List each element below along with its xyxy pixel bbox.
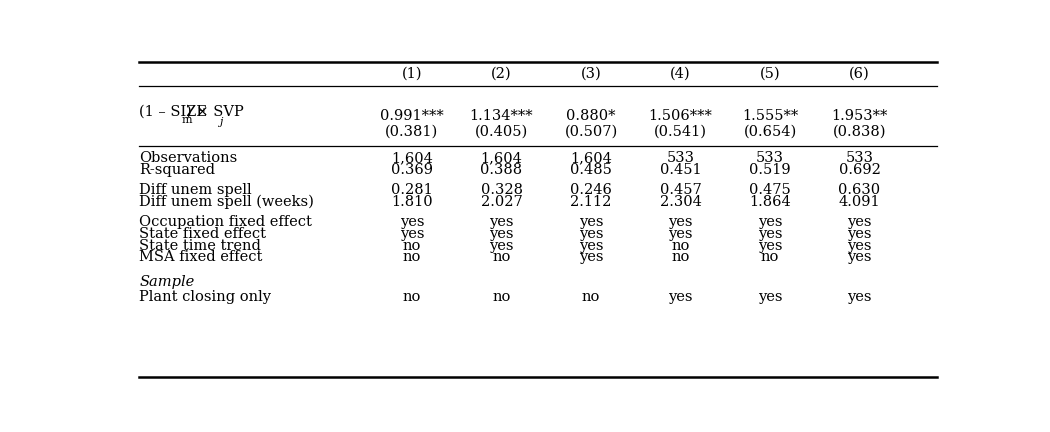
Text: State fixed effect: State fixed effect [140, 227, 267, 241]
Text: MSA fixed effect: MSA fixed effect [140, 251, 262, 264]
Text: (0.507): (0.507) [565, 125, 617, 139]
Text: (5): (5) [760, 67, 780, 81]
Text: yes: yes [847, 227, 871, 241]
Text: no: no [671, 251, 690, 264]
Text: (0.838): (0.838) [833, 125, 886, 139]
Text: yes: yes [400, 216, 424, 229]
Text: yes: yes [847, 216, 871, 229]
Text: yes: yes [579, 239, 604, 253]
Text: yes: yes [668, 290, 693, 304]
Text: 533: 533 [667, 151, 694, 165]
Text: no: no [582, 290, 601, 304]
Text: 0.328: 0.328 [481, 183, 523, 197]
Text: 533: 533 [845, 151, 874, 165]
Text: yes: yes [668, 227, 693, 241]
Text: (6): (6) [849, 67, 870, 81]
Text: 0.246: 0.246 [570, 183, 612, 197]
Text: 0.880*: 0.880* [566, 109, 615, 123]
Text: (4): (4) [670, 67, 691, 81]
Text: Diff unem spell: Diff unem spell [140, 183, 252, 197]
Text: no: no [403, 239, 421, 253]
Text: (2): (2) [491, 67, 511, 81]
Text: ) × SVP: ) × SVP [186, 105, 244, 119]
Text: Occupation fixed effect: Occupation fixed effect [140, 216, 312, 229]
Text: 1.555**: 1.555** [742, 109, 798, 123]
Text: R-squared: R-squared [140, 163, 215, 177]
Text: (0.541): (0.541) [654, 125, 707, 139]
Text: 1.810: 1.810 [392, 194, 433, 209]
Text: yes: yes [758, 227, 782, 241]
Text: no: no [671, 239, 690, 253]
Text: no: no [492, 251, 510, 264]
Text: yes: yes [847, 290, 871, 304]
Text: yes: yes [489, 239, 513, 253]
Text: 1,604: 1,604 [570, 151, 612, 165]
Text: yes: yes [489, 227, 513, 241]
Text: State time trend: State time trend [140, 239, 261, 253]
Text: yes: yes [489, 216, 513, 229]
Text: j: j [219, 117, 223, 127]
Text: yes: yes [579, 216, 604, 229]
Text: m: m [182, 115, 192, 125]
Text: 2.112: 2.112 [570, 194, 612, 209]
Text: (0.405): (0.405) [475, 125, 528, 139]
Text: 1,604: 1,604 [481, 151, 523, 165]
Text: yes: yes [668, 216, 693, 229]
Text: 2.027: 2.027 [481, 194, 523, 209]
Text: Plant closing only: Plant closing only [140, 290, 271, 304]
Text: yes: yes [400, 227, 424, 241]
Text: 1.506***: 1.506*** [649, 109, 713, 123]
Text: no: no [403, 290, 421, 304]
Text: 0.630: 0.630 [839, 183, 881, 197]
Text: (3): (3) [581, 67, 602, 81]
Text: 2.304: 2.304 [659, 194, 701, 209]
Text: Observations: Observations [140, 151, 237, 165]
Text: (0.381): (0.381) [385, 125, 439, 139]
Text: 0.281: 0.281 [391, 183, 433, 197]
Text: yes: yes [758, 290, 782, 304]
Text: 1.864: 1.864 [749, 194, 791, 209]
Text: 0.519: 0.519 [750, 163, 791, 177]
Text: yes: yes [758, 216, 782, 229]
Text: yes: yes [579, 251, 604, 264]
Text: 0.457: 0.457 [659, 183, 701, 197]
Text: 0.369: 0.369 [391, 163, 433, 177]
Text: 533: 533 [756, 151, 784, 165]
Text: 0.388: 0.388 [481, 163, 523, 177]
Text: Sample: Sample [140, 275, 194, 289]
Text: 4.091: 4.091 [839, 194, 880, 209]
Text: Diff unem spell (weeks): Diff unem spell (weeks) [140, 194, 314, 209]
Text: 1,604: 1,604 [391, 151, 433, 165]
Text: (1 – SIZE: (1 – SIZE [140, 105, 208, 119]
Text: (0.654): (0.654) [743, 125, 797, 139]
Text: yes: yes [847, 239, 871, 253]
Text: no: no [761, 251, 779, 264]
Text: 0.451: 0.451 [659, 163, 701, 177]
Text: 0.692: 0.692 [839, 163, 881, 177]
Text: 0.485: 0.485 [570, 163, 612, 177]
Text: (1): (1) [402, 67, 422, 81]
Text: 1.134***: 1.134*** [469, 109, 533, 123]
Text: yes: yes [758, 239, 782, 253]
Text: 0.991***: 0.991*** [380, 109, 444, 123]
Text: 1.953**: 1.953** [832, 109, 887, 123]
Text: no: no [492, 290, 510, 304]
Text: yes: yes [847, 251, 871, 264]
Text: no: no [403, 251, 421, 264]
Text: 0.475: 0.475 [749, 183, 791, 197]
Text: yes: yes [579, 227, 604, 241]
